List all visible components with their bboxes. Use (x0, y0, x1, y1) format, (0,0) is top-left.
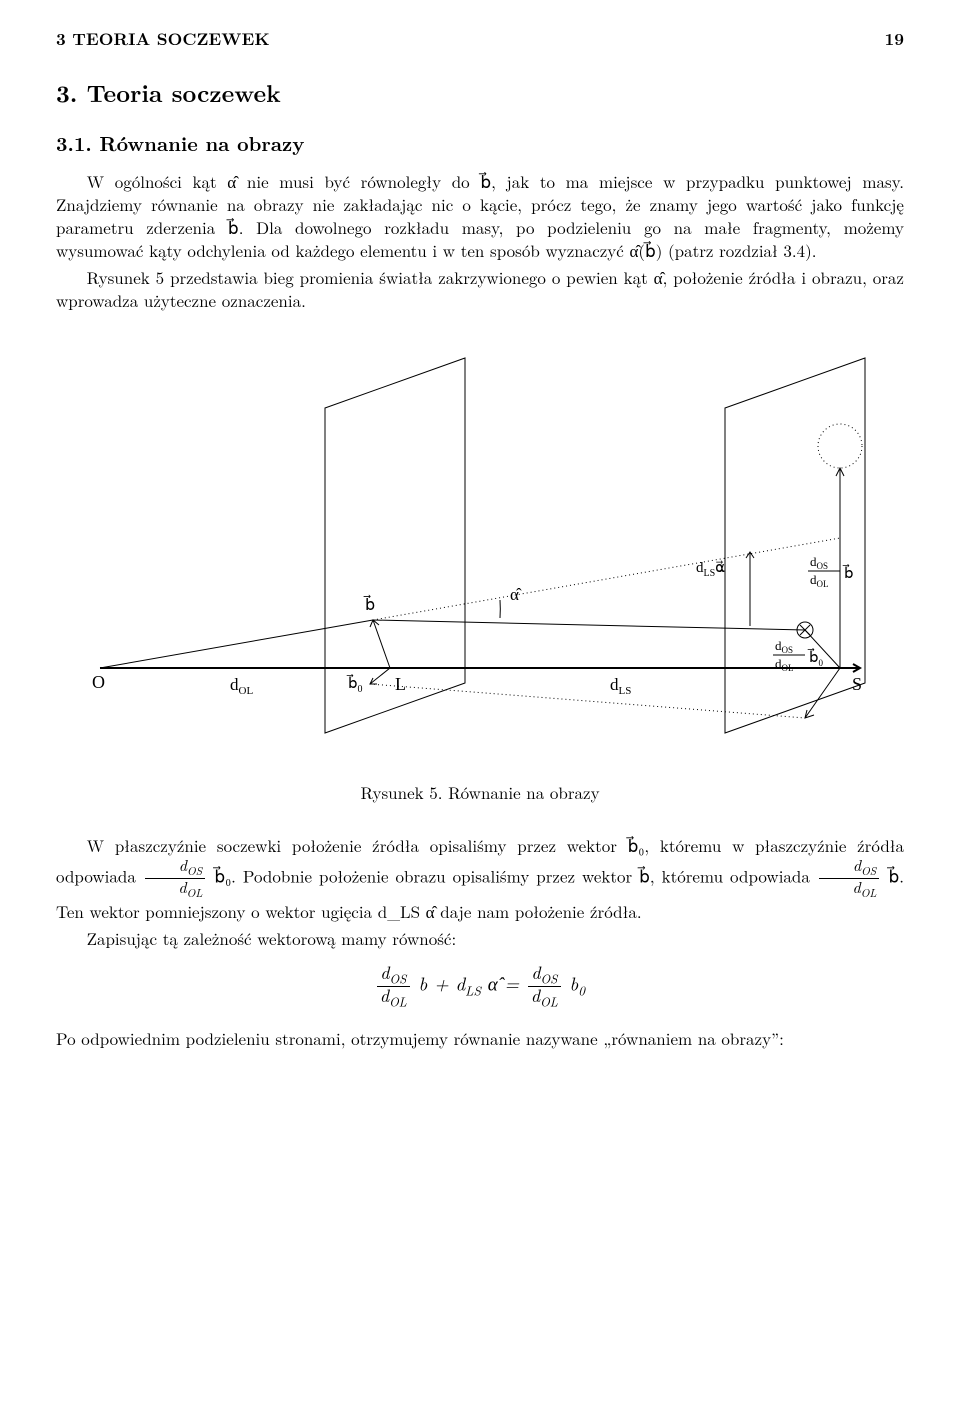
paragraph-1: W ogólności kąt α̂ nie musi być równoleg… (56, 170, 904, 262)
svg-text:dOL: dOL (775, 656, 794, 673)
label-dLSalpha: dLSα⃗ (696, 560, 725, 579)
paragraph-4: Zapisując tą zależność wektorową mamy ró… (56, 927, 904, 950)
header-page: 19 (884, 28, 904, 51)
subsection-title: 3.1. Równanie na obrazy (56, 129, 904, 156)
svg-text:b⃗0: b⃗0 (807, 647, 824, 668)
label-dOL: dOL (230, 675, 253, 697)
figure-5: O L S dOL dLS α̂ b⃗ b⃗0 dLSα⃗ dOS dOL b⃗… (56, 338, 904, 763)
label-b: b⃗ (363, 594, 375, 614)
p3-part-b: b⃗₀. Podobnie położenie obrazu opisaliśm… (214, 863, 816, 887)
label-S: S (852, 674, 862, 694)
label-alpha: α̂ (510, 585, 522, 604)
paragraph-5: Po odpowiednim podzieleniu stronami, otr… (56, 1027, 904, 1050)
inline-frac-1: dOSdOL (145, 857, 206, 900)
header-left: 3 TEORIA SOCZEWEK (56, 28, 270, 51)
section-title: 3. Teoria soczewek (56, 77, 904, 109)
figure-caption: Rysunek 5. Równanie na obrazy (56, 781, 904, 804)
svg-text:b⃗: b⃗ (842, 563, 854, 582)
label-O: O (92, 672, 105, 692)
inline-frac-2: dOSdOL (819, 857, 880, 900)
display-equation: dOSdOL b⃗ + dLS α̂ = dOSdOL b⃗0 (56, 964, 904, 1009)
running-header: 3 TEORIA SOCZEWEK 19 (56, 28, 904, 51)
label-dLS: dLS (610, 675, 631, 697)
label-L: L (395, 674, 406, 694)
paragraph-2: Rysunek 5 przedstawia bieg promienia świ… (56, 266, 904, 312)
label-dOSdOL-b: dOS dOL b⃗ (808, 554, 854, 589)
svg-text:dOS: dOS (810, 554, 828, 571)
lens-diagram: O L S dOL dLS α̂ b⃗ b⃗0 dLSα⃗ dOS dOL b⃗… (70, 338, 890, 758)
paragraph-3: W płaszczyźnie soczewki położenie źródła… (56, 834, 904, 923)
label-b0: b⃗0 (346, 673, 363, 695)
svg-text:dOL: dOL (810, 572, 829, 589)
svg-text:dOS: dOS (775, 638, 793, 655)
